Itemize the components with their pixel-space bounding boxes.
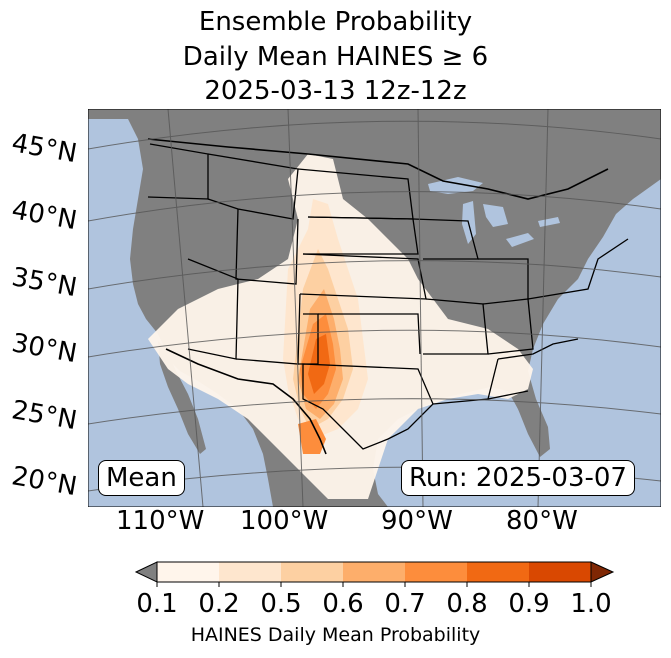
probability-shading: [148, 154, 533, 499]
colorbar-bin-0: [157, 562, 219, 582]
colorbar-bin-1: [219, 562, 281, 582]
colorbar: [134, 561, 615, 587]
probability-map: [88, 109, 661, 507]
lon-label-90w: 90°W: [381, 506, 453, 536]
colorbar-bin-2: [281, 562, 343, 582]
colorbar-bin-3: [343, 562, 405, 582]
state-borders: [147, 143, 629, 450]
country-border: [147, 138, 609, 200]
great-lakes: [428, 177, 560, 247]
lat-label-30: 30°N: [9, 328, 80, 370]
mexico-border: [165, 348, 327, 455]
run-label: Run: 2025-03-07: [401, 460, 635, 496]
land-florida: [508, 389, 546, 449]
lon-label-80w: 80°W: [506, 506, 578, 536]
colorbar-label: HAINES Daily Mean Probability: [190, 624, 481, 646]
colorbar-tick-0: 0.1: [136, 589, 178, 619]
title-line-1: Ensemble Probability: [198, 7, 473, 37]
colorbar-tick-3: 0.6: [322, 589, 364, 619]
colorbar-tick-7: 1.0: [570, 589, 612, 619]
lat-label-35: 35°N: [9, 262, 80, 304]
colorbar-over-arrow: [590, 561, 615, 583]
colorbar-tick-1: 0.2: [198, 589, 240, 619]
colorbar-bin-5: [467, 562, 529, 582]
lon-label-100w: 100°W: [240, 506, 329, 536]
mean-label: Mean: [98, 460, 185, 496]
graticule: [88, 109, 661, 507]
colorbar-tick-4: 0.7: [384, 589, 426, 619]
colorbar-tick-2: 0.5: [260, 589, 302, 619]
colorbar-under-arrow: [134, 561, 158, 583]
lat-label-25: 25°N: [9, 395, 80, 437]
lat-label-20: 20°N: [9, 461, 80, 503]
lat-label-40: 40°N: [9, 195, 80, 237]
colorbar-bin-4: [405, 562, 467, 582]
lat-label-45: 45°N: [9, 128, 80, 170]
colorbar-tick-6: 0.9: [508, 589, 550, 619]
colorbar-bin-6: [529, 562, 591, 582]
title-line-2: Daily Mean HAINES ≥ 6: [182, 42, 489, 72]
title-line-3: 2025-03-13 12z-12z: [204, 76, 467, 106]
lon-label-110w: 110°W: [116, 506, 205, 536]
colorbar-tick-5: 0.8: [446, 589, 488, 619]
